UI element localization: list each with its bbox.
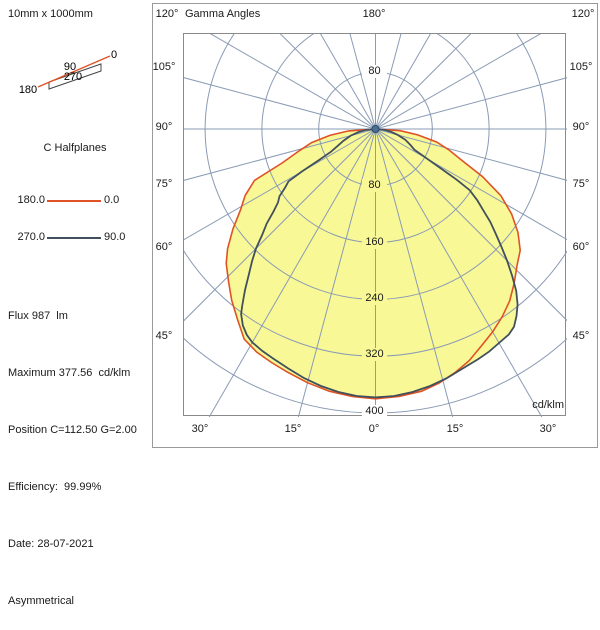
curve-c0-c180 [225,128,522,400]
ring-value-160: 160 [362,236,387,249]
date-value: Date: 28-07-2021 [8,538,94,550]
gamma-label-120-top-left: 120° [155,8,179,20]
pole-dot [371,125,380,133]
legend-label-180: 180.0 [17,194,45,206]
gamma-label-120-top-right: 120° [571,8,595,20]
gamma-label-right-75: 75° [572,178,590,190]
gamma-label-right-60: 60° [572,241,590,253]
sketch-label-180: 180 [19,84,37,96]
gamma-label-bottom-15-right: 15° [446,423,464,435]
c0-c180-axis-line [37,55,111,88]
curve-c90-c270 [240,128,519,399]
chart-outer-frame [152,3,598,448]
gamma-label-bottom-15-left: 15° [284,423,302,435]
gamma-label-right-105: 105° [569,61,593,73]
gamma-label-left-105: 105° [152,61,176,73]
efficiency-value: Efficiency: 99.99% [8,481,102,493]
gamma-label-left-60: 60° [155,241,173,253]
photometric-report: { "left_panel": { "dimension_label": "10… [8,3,598,607]
legend-line-c0-c180 [47,200,101,202]
gamma-label-left-75: 75° [155,178,173,190]
ring-value-320: 320 [362,348,387,361]
gamma-label-bottom-30-right: 30° [539,423,557,435]
ring-value-80-top: 80 [362,65,387,78]
ring-value-240: 240 [362,292,387,305]
ring-value-400: 400 [362,405,387,418]
chart-title: Gamma Angles [185,8,261,20]
ring-value-80: 80 [362,179,387,192]
gamma-label-bottom-30-left: 30° [191,423,209,435]
gamma-label-right-90: 90° [572,121,590,133]
sketch-label-270: 270 [64,71,82,83]
max-position-value: Position C=112.50 G=2.00 [8,424,137,436]
maximum-value: Maximum 377.56 cd/klm [8,367,131,379]
legend-label-90: 90.0 [104,231,126,243]
luminaire-body-shape [48,63,102,90]
legend-label-270: 270.0 [17,231,45,243]
legend-line-c90-c270 [47,237,101,239]
gamma-label-right-45: 45° [572,330,590,342]
luminaire-dimensions-label: 10mm x 1000mm [8,8,93,20]
curve-fills [226,129,521,399]
sketch-label-90: 90 [64,61,76,73]
gamma-label-left-90: 90° [155,121,173,133]
flux-value: Flux 987 lm [8,310,68,322]
unit-label: cd/klm [532,399,564,411]
luminaire-orientation-sketch: 180 0 90 270 [19,49,117,96]
symmetry-value: Asymmetrical [8,595,75,607]
legend-label-0: 0.0 [104,194,120,206]
gamma-label-bottom-0: 0° [368,423,380,435]
sketch-label-0: 0 [111,49,117,61]
gamma-label-left-45: 45° [155,330,173,342]
gamma-label-180-top: 180° [362,8,386,20]
c-halfplanes-title: C Halfplanes [43,142,107,154]
